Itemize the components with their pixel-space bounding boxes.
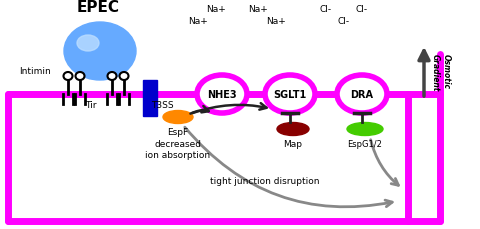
Ellipse shape [63,73,72,81]
Bar [143,81,157,117]
Text: Cl-: Cl- [338,17,350,26]
Ellipse shape [75,73,84,81]
Text: Cl-: Cl- [320,5,332,14]
Ellipse shape [337,76,387,114]
Text: EPEC: EPEC [76,0,120,15]
Text: EspF: EspF [168,128,189,136]
Text: Cl-: Cl- [356,5,368,14]
Ellipse shape [77,36,99,52]
Text: Map: Map [284,139,302,148]
Text: SGLT1: SGLT1 [274,90,307,100]
Text: EspG1/2: EspG1/2 [348,139,383,148]
Text: tight junction disruption: tight junction disruption [210,177,320,186]
Text: Na+: Na+ [188,17,208,26]
Text: Osmotic
Gradient: Osmotic Gradient [431,54,450,91]
Ellipse shape [163,111,193,124]
Text: Na+: Na+ [248,5,268,14]
Ellipse shape [120,73,129,81]
Ellipse shape [347,123,383,136]
Ellipse shape [108,73,117,81]
Ellipse shape [197,76,247,114]
Text: Na+: Na+ [206,5,226,14]
Text: decreased
ion absorption: decreased ion absorption [145,140,211,159]
Text: DRA: DRA [350,90,373,100]
Ellipse shape [64,23,136,81]
Ellipse shape [277,123,309,136]
Text: Na+: Na+ [266,17,286,26]
Text: Tir: Tir [85,101,97,110]
Text: T3SS: T3SS [151,101,173,110]
Text: NHE3: NHE3 [207,90,237,100]
Ellipse shape [265,76,315,114]
Text: Intimin: Intimin [19,67,51,76]
